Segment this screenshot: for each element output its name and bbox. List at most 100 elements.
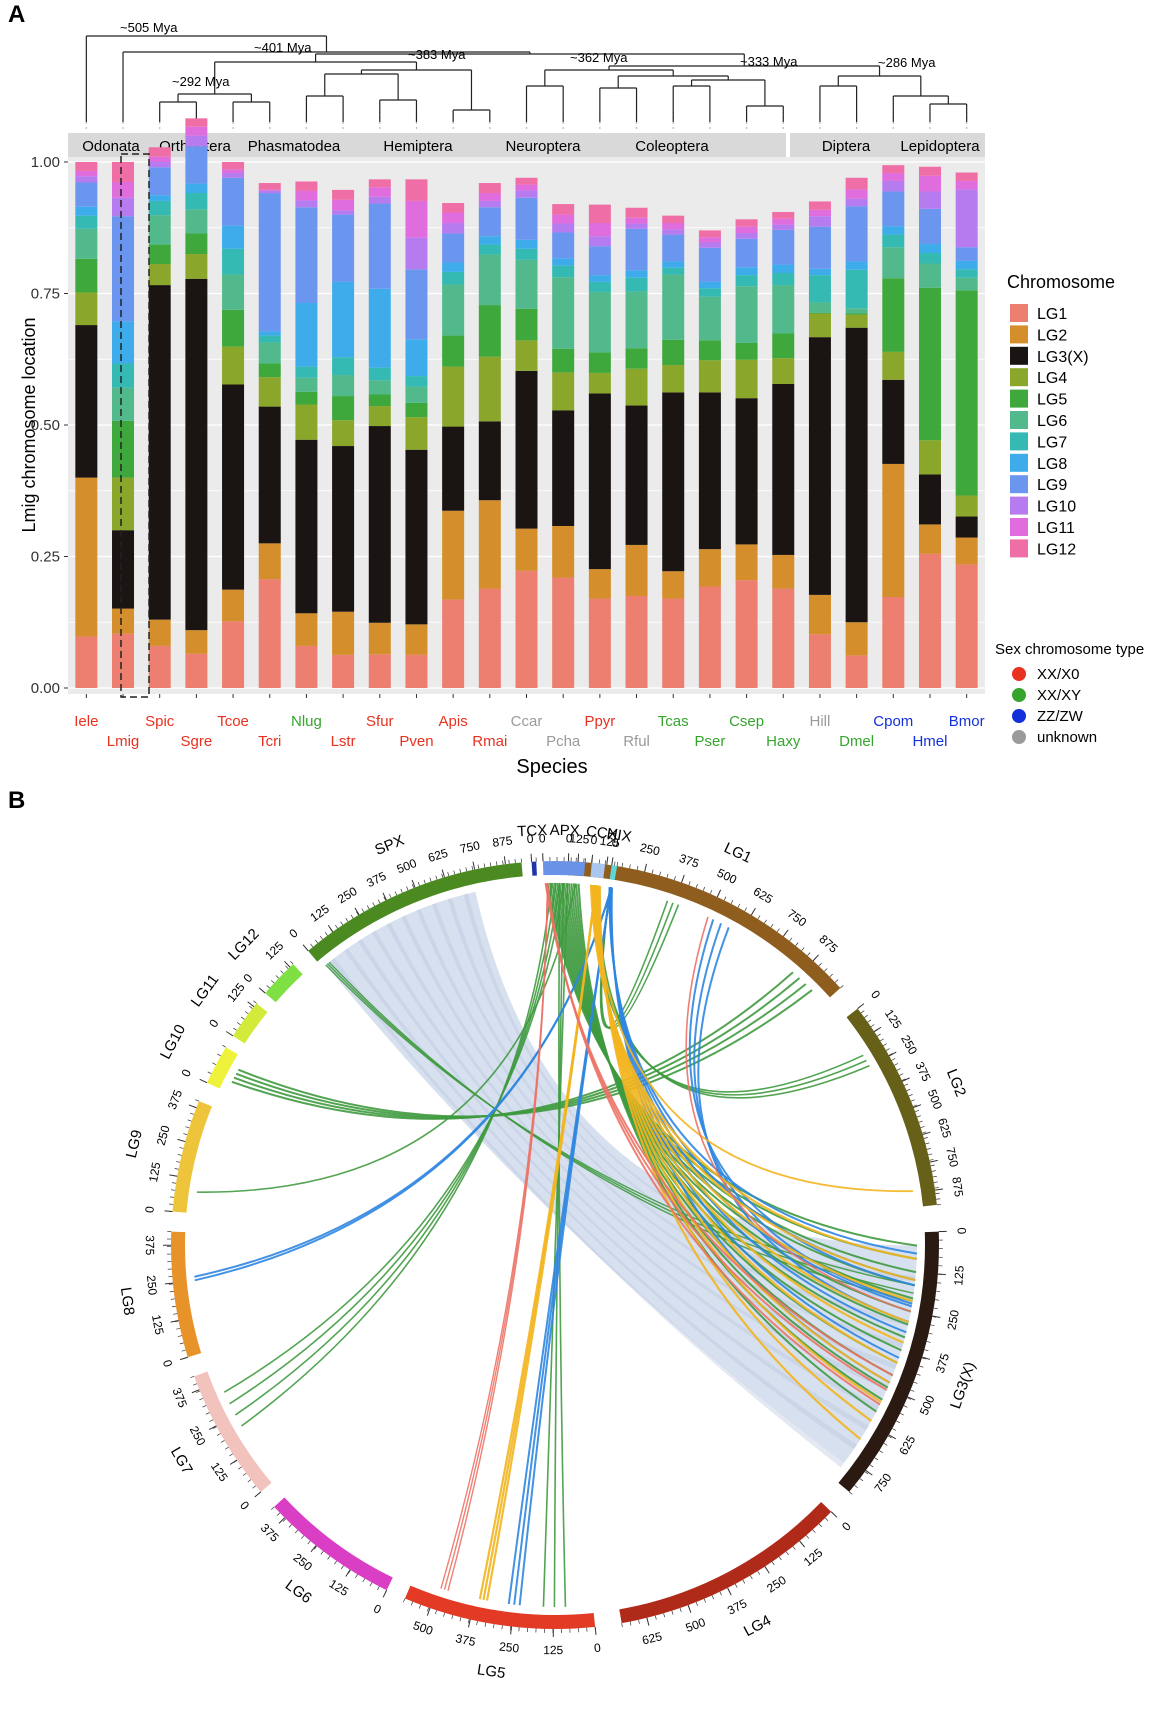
minor-tick [929, 1159, 934, 1161]
minor-tick [848, 1491, 853, 1495]
bar-segment-LG2 [918, 524, 941, 554]
bar-segment-LG1 [955, 564, 978, 688]
minor-tick [477, 864, 480, 869]
y-tick-label: 0.25 [31, 549, 60, 566]
order-label-neuroptera: Neuroptera [505, 138, 581, 155]
minor-tick [730, 900, 734, 904]
bar-segment-LG5 [552, 348, 575, 373]
bar-segment-LG4 [332, 420, 355, 447]
bar-segment-LG10 [405, 237, 428, 270]
bar-segment-LG12 [332, 189, 355, 200]
minor-tick [301, 1535, 305, 1539]
bar-segment-LG6 [625, 291, 648, 349]
divergence-label-286: ~286 Mya [878, 55, 936, 70]
minor-tick [362, 1578, 366, 1583]
chromosome-label-LG1: LG1 [721, 839, 754, 866]
divergence-labels: ~505 Mya ~401 Mya ~383 Mya ~362 Mya ~333… [120, 20, 936, 89]
divergence-label-333: ~333 Mya [740, 54, 798, 69]
x-tick-label-Spic: Spic [145, 713, 175, 730]
minor-tick [807, 952, 811, 956]
major-tick [750, 907, 756, 916]
chromosome-LG6: 0 125 250 375 LG6 [258, 1497, 393, 1617]
tick-label: 250 [144, 1275, 160, 1297]
bar-segment-LG4 [185, 254, 208, 279]
minor-tick [213, 1426, 217, 1429]
bar-segment-LG12 [808, 201, 831, 210]
bar-Bmor [955, 172, 978, 688]
x-tick-label-Rmai: Rmai [472, 733, 507, 750]
bar-segment-LG1 [185, 653, 208, 688]
major-tick [354, 907, 360, 916]
minor-tick [864, 1014, 868, 1018]
tick-label: 750 [785, 906, 810, 929]
minor-tick [931, 1170, 936, 1172]
x-tick-label-Pser: Pser [694, 733, 725, 750]
bar-segment-LG12 [735, 219, 758, 227]
tick-label: 625 [935, 1116, 954, 1140]
minor-tick [443, 1612, 446, 1617]
minor-tick [493, 1624, 495, 1629]
sex-legend-title: Sex chromosome type [995, 641, 1144, 658]
minor-tick [792, 1546, 796, 1550]
bar-segment-LG10 [478, 200, 501, 208]
major-tick [591, 854, 594, 863]
major-tick [229, 1459, 238, 1465]
minor-tick [910, 1099, 915, 1102]
bar-segment-LG8 [955, 260, 978, 270]
minor-tick [320, 1550, 324, 1555]
minor-tick [451, 1615, 454, 1620]
bar-segment-LG9 [75, 182, 98, 207]
minor-tick [801, 947, 805, 951]
bar-segment-LG6 [882, 247, 905, 279]
bar-segment-LG8 [552, 258, 575, 266]
bar-segment-LG9 [258, 193, 281, 332]
sex-legend-label: XX/XY [1037, 687, 1081, 704]
tick-label: 625 [426, 846, 450, 865]
tick-label: 375 [364, 869, 388, 891]
major-tick [382, 892, 387, 901]
tick-label: 375 [165, 1087, 185, 1111]
tick-label: 125 [882, 1007, 905, 1032]
minor-tick [418, 1604, 421, 1609]
bar-segment-LG2 [808, 594, 831, 635]
y-axis-ticks: 0.00 0.25 0.50 0.75 1.00 [31, 154, 68, 697]
major-tick [382, 1589, 388, 1598]
tick-label: 0 [954, 1227, 968, 1234]
bar-segment-LG2 [662, 571, 685, 599]
minor-tick [737, 903, 741, 908]
minor-tick [892, 1428, 897, 1431]
bar-segment-LG8 [478, 236, 501, 245]
minor-tick [907, 1397, 912, 1400]
chromosome-arc [206, 1047, 238, 1089]
minor-tick [829, 973, 833, 978]
bar-segment-LG9 [368, 203, 391, 289]
minor-tick [496, 861, 498, 866]
bar-segment-LG2 [882, 463, 905, 598]
bar-segment-LG3(X) [258, 406, 281, 544]
bar-segment-LG12 [662, 215, 685, 224]
bar-segment-LG7 [478, 244, 501, 255]
major-tick [441, 869, 445, 878]
tick-label: 0 [240, 971, 255, 985]
bar-segment-LG10 [258, 190, 281, 194]
bar-segment-LG3(X) [75, 325, 98, 478]
bar-segment-LG5 [808, 312, 831, 314]
bar-Csep [735, 219, 758, 688]
bar-segment-LG1 [662, 598, 685, 688]
minor-tick [840, 985, 844, 989]
bar-segment-LG3(X) [955, 516, 978, 538]
minor-tick [209, 1419, 214, 1422]
minor-tick [187, 1119, 192, 1122]
legend-swatch-LG3(X) [1010, 346, 1028, 365]
major-tick [411, 879, 416, 888]
legend-label-LG6: LG6 [1037, 413, 1067, 430]
bar-segment-LG12 [588, 204, 611, 224]
bar-segment-LG2 [845, 622, 868, 656]
bar-Hill [808, 201, 831, 688]
bar-segment-LG5 [332, 396, 355, 421]
bar-segment-LG5 [148, 244, 171, 265]
bar-segment-LG7 [698, 288, 721, 297]
chromosome-arc [171, 1231, 202, 1358]
bar-segment-LG10 [75, 176, 98, 183]
